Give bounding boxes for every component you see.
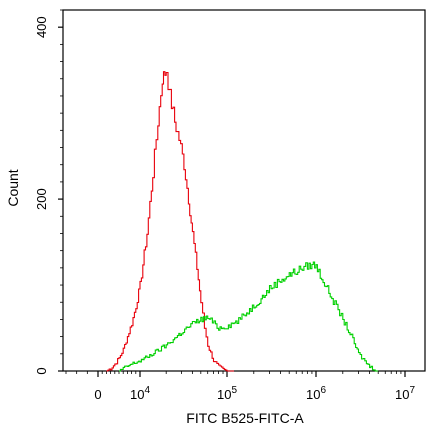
x-axis-ticks xyxy=(65,371,406,377)
x-tick-label-0: 0 xyxy=(94,387,101,402)
y-tick-label-2: 400 xyxy=(34,16,49,38)
x-tick-label-2: 105 xyxy=(217,385,237,402)
series-line-0 xyxy=(106,71,234,372)
x-tick-label-1: 104 xyxy=(130,385,150,402)
x-tick-label-4: 107 xyxy=(395,385,415,402)
x-axis-tick-labels: 0 104 105 106 107 xyxy=(94,385,415,402)
histogram-series xyxy=(106,71,379,372)
y-axis-label: Count xyxy=(5,169,21,206)
y-tick-label-0: 0 xyxy=(34,367,49,374)
x-axis-label: FITC B525-FITC-A xyxy=(186,410,304,426)
x-tick-label-3: 106 xyxy=(306,385,326,402)
y-tick-label-1: 200 xyxy=(34,188,49,210)
plot-frame xyxy=(62,9,426,372)
y-axis-ticks xyxy=(58,9,63,372)
series-line-1 xyxy=(119,261,379,372)
y-axis-tick-labels: 0 200 400 xyxy=(34,16,49,374)
